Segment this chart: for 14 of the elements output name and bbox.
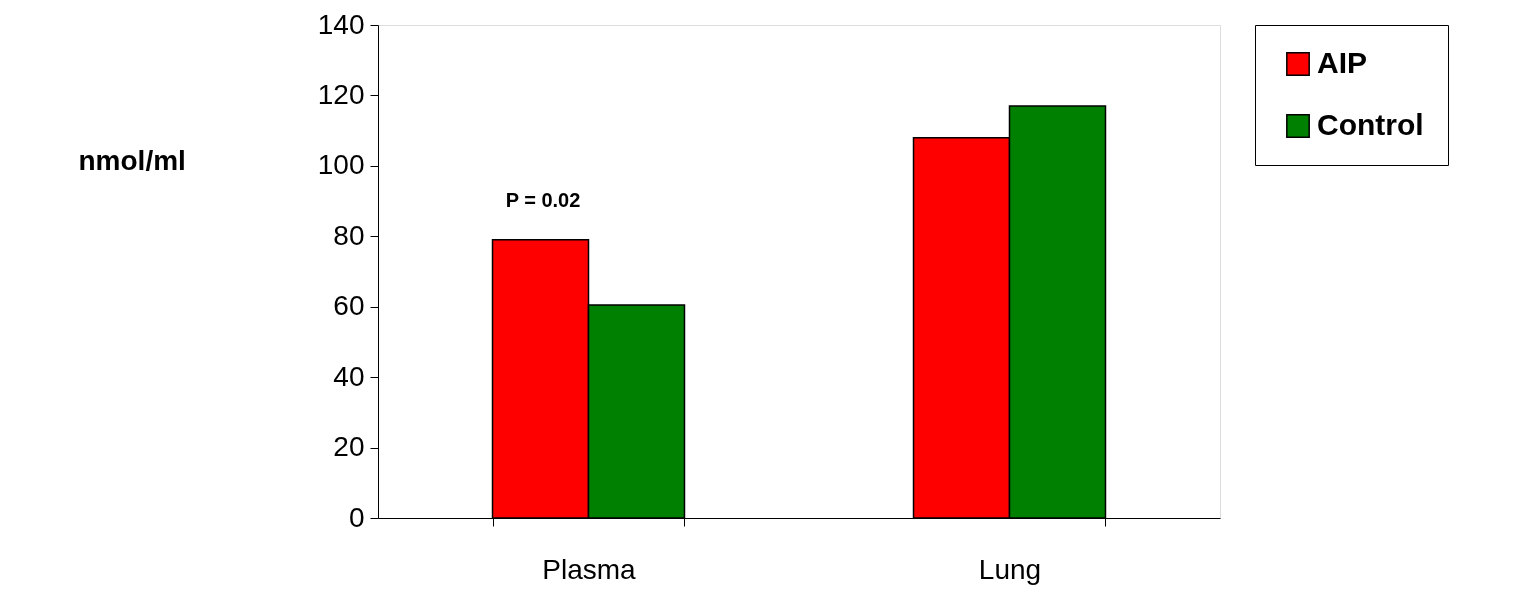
- y-tick-label: 0: [348, 501, 365, 533]
- y-tick-label: 140: [317, 8, 365, 40]
- y-axis-title: nmol/ml: [78, 144, 186, 176]
- x-tick-label: Plasma: [542, 553, 637, 585]
- legend-label: Control: [1317, 108, 1424, 141]
- legend-label: AIP: [1317, 46, 1368, 79]
- y-tick-label: 100: [317, 149, 365, 181]
- y-tick-label: 40: [333, 360, 365, 392]
- y-tick-label: 60: [333, 290, 365, 322]
- annotation: P = 0.02: [505, 189, 581, 211]
- x-tick-label: Lung: [978, 553, 1042, 585]
- y-tick-label: 80: [333, 219, 365, 251]
- y-tick-label: 20: [333, 431, 365, 463]
- y-tick-label: 120: [317, 78, 365, 110]
